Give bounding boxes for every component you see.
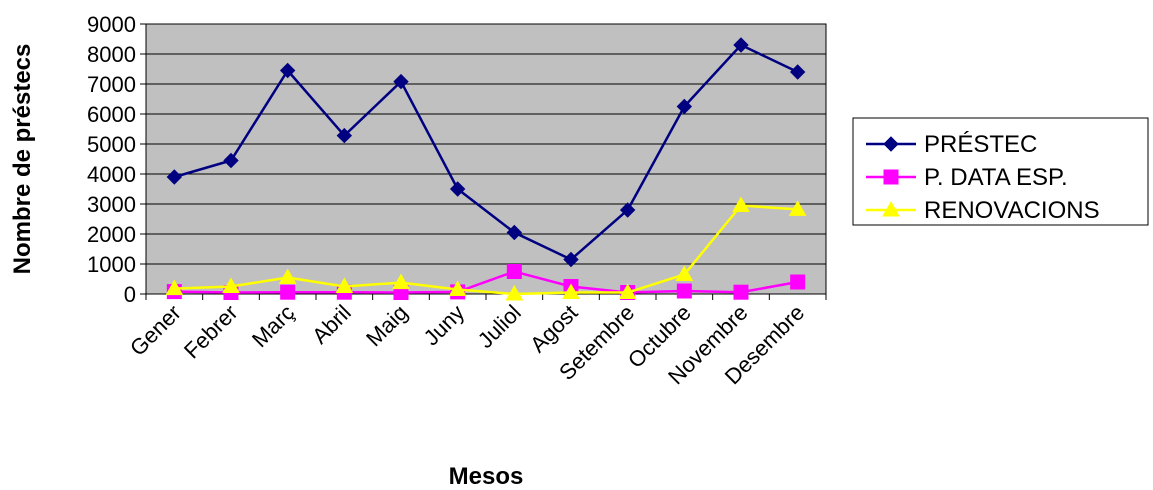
legend-label: P. DATA ESP. xyxy=(924,164,1068,191)
data-point xyxy=(506,264,522,279)
y-tick-label: 4000 xyxy=(87,162,136,187)
data-point xyxy=(618,283,637,299)
legend-marker xyxy=(883,136,899,152)
y-tick-label: 3000 xyxy=(87,192,136,217)
data-point xyxy=(619,202,636,218)
y-tick-label: 9000 xyxy=(87,12,136,37)
x-tick-label: Abril xyxy=(307,300,356,349)
data-point xyxy=(222,277,240,293)
y-tick-label: 0 xyxy=(124,282,136,307)
x-tick-label: Gener xyxy=(125,300,186,361)
y-tick-label: 8000 xyxy=(87,42,136,67)
x-axis-title: Mesos xyxy=(449,463,524,490)
series-line xyxy=(173,43,799,261)
series-line xyxy=(174,270,798,294)
data-point xyxy=(448,280,467,296)
data-point xyxy=(506,224,523,241)
y-axis-title: Nombre de préstecs xyxy=(9,44,36,275)
data-point xyxy=(790,274,806,290)
data-point xyxy=(278,268,297,284)
series-0 xyxy=(166,37,806,268)
data-point xyxy=(335,277,354,293)
series-2 xyxy=(165,196,807,301)
legend: PRÉSTEC P. DATA ESP. RENOVACIONS xyxy=(852,117,1149,226)
x-tick-label: Juny xyxy=(419,300,470,351)
y-tick-label: 5000 xyxy=(87,132,136,157)
data-point xyxy=(675,265,694,281)
data-point xyxy=(562,283,580,299)
data-point xyxy=(563,251,579,268)
gridlines xyxy=(146,53,826,265)
series-layer xyxy=(165,37,807,301)
y-tick-label: 2000 xyxy=(87,222,136,247)
legend-marker xyxy=(882,200,900,217)
x-tick-label: Juliol xyxy=(473,300,526,353)
data-point xyxy=(336,127,353,144)
x-tick-label: Març xyxy=(247,300,299,352)
legend-label: RENOVACIONS xyxy=(924,197,1100,224)
data-point xyxy=(732,196,750,212)
data-point xyxy=(166,169,183,185)
data-point xyxy=(788,200,807,216)
x-tick-label: Maig xyxy=(361,300,412,351)
data-point xyxy=(676,98,693,115)
data-point xyxy=(505,284,524,301)
y-tick-label: 1000 xyxy=(87,252,136,277)
y-tick-label: 7000 xyxy=(87,72,136,97)
plot-area xyxy=(145,23,827,295)
data-point xyxy=(223,152,239,169)
data-point xyxy=(393,73,409,90)
y-tick-label: 6000 xyxy=(87,102,136,127)
data-point xyxy=(392,273,410,290)
data-point xyxy=(676,283,692,299)
data-point xyxy=(280,284,296,300)
data-point xyxy=(279,62,296,79)
data-point xyxy=(789,64,806,80)
legend-box xyxy=(852,117,1149,226)
data-point xyxy=(449,181,466,197)
data-point xyxy=(165,279,184,296)
series-line xyxy=(174,204,798,296)
y-axis-ticks: 0 1000 2000 3000 4000 5000 6000 7000 8000 9000 xyxy=(87,12,146,307)
data-point xyxy=(733,37,749,53)
x-tick-label: Febrer xyxy=(179,300,242,363)
legend-marker xyxy=(883,169,899,185)
legend-label: PRÉSTEC xyxy=(924,131,1037,158)
data-point xyxy=(733,284,749,300)
